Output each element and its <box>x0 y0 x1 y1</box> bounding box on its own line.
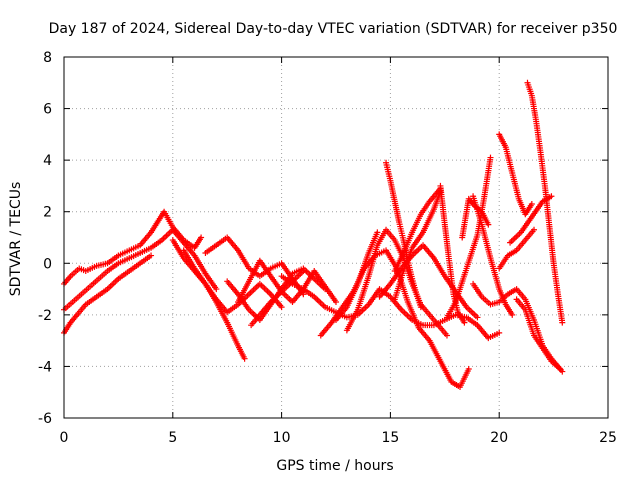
series-track-23 <box>496 131 535 218</box>
series-track-18 <box>437 182 468 326</box>
series-track-8 <box>235 257 339 305</box>
series-track-1 <box>61 208 205 287</box>
y-tick-label: 8 <box>43 50 52 66</box>
data-point <box>213 286 220 293</box>
x-tick-label: 10 <box>273 430 291 446</box>
series-track-13 <box>333 229 381 324</box>
chart-title: Day 187 of 2024, Sidereal Day-to-day VTE… <box>49 21 618 37</box>
y-tick-label: -2 <box>38 308 52 324</box>
x-tick-label: 5 <box>168 430 177 446</box>
data-point <box>487 154 494 161</box>
x-axis-label: GPS time / hours <box>276 458 393 474</box>
data-point <box>461 319 468 326</box>
data-point <box>474 314 481 321</box>
series-track-4 <box>169 237 248 362</box>
data-point <box>528 200 535 207</box>
x-tick-label: 15 <box>381 430 399 446</box>
y-tick-label: -6 <box>38 411 52 427</box>
data-point <box>548 193 555 200</box>
data-point <box>557 366 564 373</box>
series-track-26 <box>524 79 566 326</box>
y-tick-label: 4 <box>43 153 52 169</box>
data-point <box>485 221 492 228</box>
series-track-27 <box>496 226 538 272</box>
data-point <box>198 234 205 241</box>
series-track-17 <box>391 185 444 275</box>
series-track-2 <box>61 226 220 313</box>
x-tick-label: 25 <box>599 430 617 446</box>
data-point <box>509 311 516 318</box>
data-point <box>531 226 538 233</box>
y-tick-label: 6 <box>43 102 52 118</box>
data-point <box>148 252 155 259</box>
data-point <box>241 355 248 362</box>
data-point <box>300 268 307 275</box>
y-tick-label: -4 <box>38 359 52 375</box>
y-tick-label: 0 <box>43 256 52 272</box>
x-tick-label: 20 <box>490 430 508 446</box>
data-point <box>374 229 381 236</box>
data-points <box>61 79 566 391</box>
data-point <box>465 366 472 373</box>
series-track-15 <box>391 188 444 303</box>
series-track-3 <box>61 252 155 336</box>
series-track-16 <box>376 242 481 321</box>
plot-frame <box>63 56 609 419</box>
y-tick-label: 2 <box>43 205 52 221</box>
data-point <box>559 319 566 326</box>
data-point <box>278 304 285 311</box>
axis-ticks: 0 5 10 15 20 25 -6 -4 -2 0 2 4 6 8 <box>38 50 617 446</box>
x-tick-label: 0 <box>60 430 69 446</box>
data-point <box>443 332 450 339</box>
data-point <box>496 329 503 336</box>
data-point <box>333 298 339 305</box>
series-track-25 <box>513 296 564 373</box>
y-axis-label: SDTVAR / TECUs <box>8 182 24 297</box>
data-point <box>417 304 424 311</box>
